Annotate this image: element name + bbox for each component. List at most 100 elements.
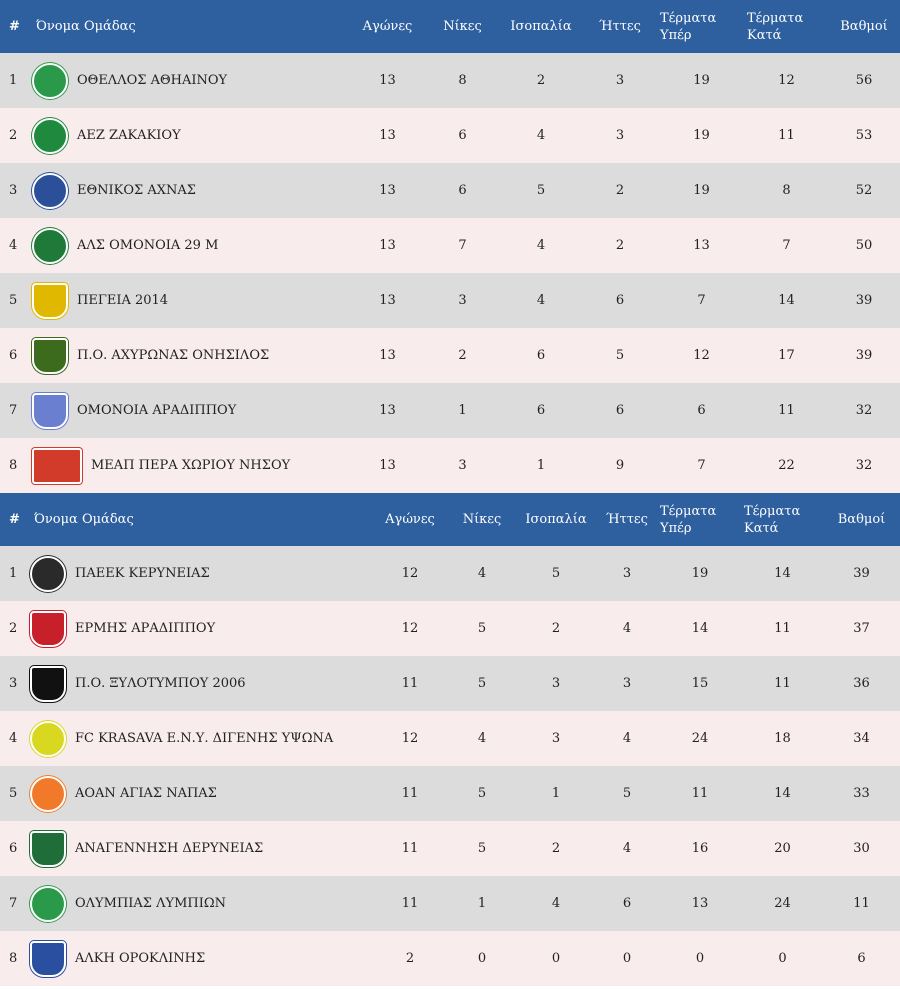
header-drawn[interactable]: Ισοπαλία: [525, 512, 587, 527]
team-name-link[interactable]: ΟΘΕΛΛΟΣ ΑΘΗΑΙΝΟΥ: [77, 73, 228, 88]
row-lost: 3: [622, 566, 632, 581]
row-lost: 0: [622, 951, 632, 966]
row-team: ΠΑΕΕΚ ΚΕΡΥΝΕΙΑΣ: [30, 546, 372, 601]
header-goals-against[interactable]: Τέρματα Κατά: [745, 0, 828, 53]
team-name-link[interactable]: FC KRASAVA Ε.Ν.Υ. ΔΙΓΕΝΗΣ ΥΨΩΝΑ: [75, 731, 334, 746]
row-won: 2: [458, 348, 467, 363]
header-team[interactable]: Όνομα Ομάδας: [34, 512, 134, 527]
header-lost[interactable]: Ήττες: [599, 19, 641, 34]
ethnikos-logo-icon: [32, 172, 68, 209]
header-goals-for[interactable]: Τέρματα Υπέρ: [658, 0, 745, 53]
team-name-link[interactable]: ΜΕΑΠ ΠΕΡΑ ΧΩΡΙΟΥ ΝΗΣΟΥ: [91, 458, 291, 473]
row-points: 11: [853, 896, 870, 911]
row-played: 13: [379, 238, 396, 253]
row-played: 12: [401, 566, 419, 581]
row-points: 33: [853, 786, 870, 801]
table-row[interactable]: 3 Π.Ο. ΞΥΛΟΤΥΜΠΟΥ 2006 11 5 3 3 15 11 36: [0, 656, 900, 711]
header-played[interactable]: Αγώνες: [385, 512, 435, 527]
team-name-link[interactable]: ΑΕΖ ΖΑΚΑΚΙΟΥ: [77, 128, 181, 143]
team-name-link[interactable]: Π.Ο. ΞΥΛΟΤΥΜΠΟΥ 2006: [75, 676, 246, 691]
header-drawn[interactable]: Ισοπαλία: [510, 19, 572, 34]
row-goals-against: 8: [782, 183, 791, 198]
row-team: ΠΕΓΕΙΑ 2014: [32, 273, 350, 328]
table-row[interactable]: 1 ΠΑΕΕΚ ΚΕΡΥΝΕΙΑΣ 12 4 5 3 19 14 39: [0, 546, 900, 601]
table-row[interactable]: 7 ΟΜΟΝΟΙΑ ΑΡΑΔΙΠΠΟΥ 13 1 6 6 6 11 32: [0, 383, 900, 438]
row-goals-against: 12: [778, 73, 795, 88]
table-row[interactable]: 5 ΑΟΑΝ ΑΓΙΑΣ ΝΑΠΑΣ 11 5 1 5 11 14 33: [0, 766, 900, 821]
header-pos[interactable]: #: [9, 19, 20, 34]
header-goals-for[interactable]: Τέρματα Υπέρ: [658, 493, 742, 546]
row-lost: 5: [615, 348, 625, 363]
table-row[interactable]: 8 ΜΕΑΠ ΠΕΡΑ ΧΩΡΙΟΥ ΝΗΣΟΥ 13 3 1 9 7 22 32: [0, 438, 900, 493]
row-lost: 6: [615, 403, 625, 418]
row-position: 5: [9, 293, 18, 308]
row-drawn: 4: [536, 128, 546, 143]
row-won: 4: [477, 731, 487, 746]
meap-logo-icon: [32, 447, 82, 484]
header-pos[interactable]: #: [9, 512, 20, 527]
table-row[interactable]: 1 ΟΘΕΛΛΟΣ ΑΘΗΑΙΝΟΥ 13 8 2 3 19 12 56: [0, 53, 900, 108]
standings-body-group-2: 1 ΠΑΕΕΚ ΚΕΡΥΝΕΙΑΣ 12 4 5 3 19 14 39 2 ΕΡΜΗΣ ΑΡΑΔΙΠ…: [0, 546, 900, 986]
table-row[interactable]: 2 ΑΕΖ ΖΑΚΑΚΙΟΥ 13 6 4 3 19 11 53: [0, 108, 900, 163]
table-row[interactable]: 4 FC KRASAVA Ε.Ν.Υ. ΔΙΓΕΝΗΣ ΥΨΩΝΑ 12 4 3 4 24 1…: [0, 711, 900, 766]
row-drawn: 6: [536, 348, 546, 363]
row-points: 34: [853, 731, 870, 746]
row-goals-for: 14: [691, 621, 709, 636]
header-team[interactable]: Όνομα Ομάδας: [36, 19, 136, 34]
team-name-link[interactable]: Π.Ο. ΑΧΥΡΩΝΑΣ ΟΝΗΣΙΛΟΣ: [77, 348, 270, 363]
row-lost: 3: [615, 73, 625, 88]
row-drawn: 5: [551, 566, 561, 581]
header-lost[interactable]: Ήττες: [606, 512, 648, 527]
row-team: ΑΛΣ ΟΜΟΝΟΙΑ 29 Μ: [32, 218, 350, 273]
row-team: Π.Ο. ΑΧΥΡΩΝΑΣ ΟΝΗΣΙΛΟΣ: [32, 328, 350, 383]
row-drawn: 2: [536, 73, 546, 88]
row-points: 6: [857, 951, 866, 966]
row-goals-for: 0: [695, 951, 705, 966]
row-team: ΕΡΜΗΣ ΑΡΑΔΙΠΠΟΥ: [30, 601, 372, 656]
table-row[interactable]: 2 ΕΡΜΗΣ ΑΡΑΔΙΠΠΟΥ 12 5 2 4 14 11 37: [0, 601, 900, 656]
aez-logo-icon: [32, 117, 68, 154]
team-name-link[interactable]: ΟΜΟΝΟΙΑ ΑΡΑΔΙΠΠΟΥ: [77, 403, 237, 418]
header-points[interactable]: Βαθμοί: [840, 19, 888, 34]
row-points: 32: [855, 458, 873, 473]
row-points: 39: [853, 566, 870, 581]
row-position: 5: [9, 786, 18, 801]
header-played[interactable]: Αγώνες: [362, 19, 413, 34]
team-name-link[interactable]: ΠΑΕΕΚ ΚΕΡΥΝΕΙΑΣ: [75, 566, 210, 581]
table-row[interactable]: 5 ΠΕΓΕΙΑ 2014 13 3 4 6 7 14 39: [0, 273, 900, 328]
row-goals-for: 15: [691, 676, 709, 691]
standings-table-group-1: # Όνομα Ομάδας Αγώνες Νίκες Ισοπαλία Ήττ…: [0, 0, 900, 493]
row-played: 13: [379, 293, 396, 308]
team-name-link[interactable]: ΑΝΑΓΕΝΝΗΣΗ ΔΕΡΥΝΕΙΑΣ: [75, 841, 264, 856]
row-position: 1: [9, 73, 18, 88]
table-header-row: # Όνομα Ομάδας Αγώνες Νίκες Ισοπαλία Ήττ…: [0, 493, 900, 546]
team-name-link[interactable]: ΑΛΣ ΟΜΟΝΟΙΑ 29 Μ: [77, 238, 219, 253]
header-won[interactable]: Νίκες: [443, 19, 482, 34]
row-position: 2: [9, 128, 18, 143]
header-points[interactable]: Βαθμοί: [837, 512, 886, 527]
team-name-link[interactable]: ΟΛΥΜΠΙΑΣ ΛΥΜΠΙΩΝ: [75, 896, 227, 911]
team-name-link[interactable]: ΕΘΝΙΚΟΣ ΑΧΝΑΣ: [77, 183, 196, 198]
row-position: 8: [9, 458, 18, 473]
standings-body-group-1: 1 ΟΘΕΛΛΟΣ ΑΘΗΑΙΝΟΥ 13 8 2 3 19 12 5 6 2 ΑΕΖ ΖΑΚΑΚΙΟ…: [0, 53, 900, 493]
row-goals-for: 7: [697, 293, 706, 308]
table-row[interactable]: 6 ΑΝΑΓΕΝΝΗΣΗ ΔΕΡΥΝΕΙΑΣ 11 5 2 4 16 20 30: [0, 821, 900, 876]
team-name-link[interactable]: ΕΡΜΗΣ ΑΡΑΔΙΠΠΟΥ: [75, 621, 216, 636]
table-row[interactable]: 6 Π.Ο. ΑΧΥΡΩΝΑΣ ΟΝΗΣΙΛΟΣ 13 2 6 5 12 17 39: [0, 328, 900, 383]
paeek-logo-icon: [30, 555, 66, 592]
header-won[interactable]: Νίκες: [462, 512, 502, 527]
row-drawn: 2: [551, 621, 561, 636]
table-row[interactable]: 8 ΑΛΚΗ ΟΡΟΚΛΙΝΗΣ 2 0 0 0 0 0 6: [0, 931, 900, 986]
table-row[interactable]: 3 ΕΘΝΙΚΟΣ ΑΧΝΑΣ 13 6 5 2 19 8 52: [0, 163, 900, 218]
row-goals-for: 19: [693, 128, 710, 143]
table-row[interactable]: 4 ΑΛΣ ΟΜΟΝΟΙΑ 29 Μ 13 7 4 2 13 7 50: [0, 218, 900, 273]
row-lost: 9: [615, 458, 625, 473]
team-name-link[interactable]: ΠΕΓΕΙΑ 2014: [77, 293, 169, 308]
header-goals-against[interactable]: Τέρματα Κατά: [742, 493, 823, 546]
team-name-link[interactable]: ΑΛΚΗ ΟΡΟΚΛΙΝΗΣ: [75, 951, 206, 966]
row-lost: 2: [615, 238, 625, 253]
table-row[interactable]: 7 ΟΛΥΜΠΙΑΣ ΛΥΜΠΙΩΝ 11 1 4 6 13 24 11: [0, 876, 900, 931]
header-goals-against-line2: Κατά: [744, 520, 779, 536]
team-name-link[interactable]: ΑΟΑΝ ΑΓΙΑΣ ΝΑΠΑΣ: [75, 786, 217, 801]
